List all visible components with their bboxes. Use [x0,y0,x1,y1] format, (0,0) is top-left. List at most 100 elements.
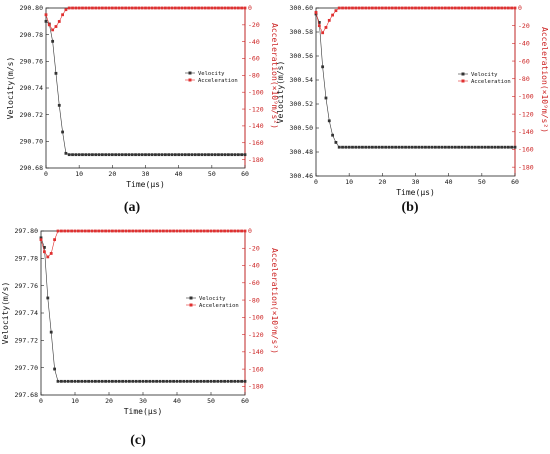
data-point-acceleration [167,6,171,10]
data-point-velocity [483,145,487,149]
data-point-acceleration [506,6,510,10]
data-point-acceleration [213,229,216,233]
data-point-velocity [457,145,461,149]
data-point-acceleration [243,6,247,10]
data-point-acceleration [81,6,84,10]
data-point-acceleration [240,6,244,10]
data-point-velocity [64,151,68,155]
data-point-velocity [167,153,171,157]
data-point-acceleration [490,6,494,10]
data-point-velocity [387,145,391,149]
data-point-acceleration [160,6,164,10]
data-point-velocity [327,119,331,123]
data-point-acceleration [164,6,167,10]
data-point-velocity [213,153,217,157]
data-point-acceleration [230,6,234,10]
data-point-acceleration [400,6,404,10]
data-point-velocity [44,19,48,23]
x-axis-label: Time(μs) [396,188,435,197]
data-point-velocity [351,145,354,149]
data-point-acceleration [443,6,447,10]
data-point-velocity [450,145,454,149]
data-point-velocity [203,153,207,157]
data-point-acceleration [67,6,71,10]
data-point-acceleration [91,6,94,10]
data-point-acceleration [196,229,199,233]
data-point-acceleration [107,229,111,233]
data-point-velocity [61,130,64,134]
data-point-velocity [314,12,318,16]
data-point-velocity [233,153,237,157]
data-point-acceleration [77,6,81,10]
data-point-acceleration [314,11,318,14]
data-point-acceleration [83,229,87,233]
data-point-acceleration [39,238,43,242]
y-tick-label-right: -120 [518,110,534,118]
data-point-velocity [189,379,192,383]
data-point-acceleration [131,229,135,233]
data-point-velocity [200,153,204,157]
data-point-velocity [209,379,213,383]
data-point-velocity [173,153,177,157]
data-point-acceleration [148,229,152,233]
data-point-acceleration [203,6,207,10]
data-point-acceleration [450,6,454,10]
data-point-velocity [193,153,197,157]
x-tick-label: 20 [108,170,116,178]
data-point-acceleration [170,6,174,10]
data-point-velocity [227,153,230,157]
y-tick-label-right: -140 [518,128,534,136]
data-point-velocity [187,153,191,157]
data-point-velocity [148,379,152,383]
data-point-velocity [497,145,500,149]
y-tick-label-left: 297.80 [15,227,39,235]
data-point-velocity [160,153,164,157]
data-point-velocity [74,153,78,157]
data-point-velocity [341,145,344,149]
data-point-velocity [493,145,497,149]
data-point-acceleration [111,229,114,233]
data-point-velocity [331,133,334,137]
y-tick-label-right: -100 [518,93,534,101]
data-point-velocity [114,153,118,157]
data-point-acceleration [341,6,344,10]
data-point-velocity [117,379,121,383]
data-point-velocity [240,379,243,383]
data-point-acceleration [180,6,184,10]
data-point-velocity [185,379,189,383]
data-point-acceleration [210,6,214,10]
data-point-acceleration [427,6,431,10]
x-tick-label: 50 [208,170,216,178]
data-point-acceleration [70,229,73,233]
data-point-acceleration [374,6,378,10]
data-point-acceleration [337,6,341,10]
data-point-velocity [216,379,220,383]
y-tick-label-left: 290.72 [20,111,44,119]
data-point-velocity [83,379,87,383]
data-point-acceleration [94,6,98,10]
x-tick-label: 0 [314,178,318,186]
x-tick-label: 10 [71,397,79,405]
data-point-velocity [447,145,451,149]
x-tick-label: 10 [75,170,83,178]
data-point-velocity [230,379,233,383]
data-point-acceleration [230,229,233,233]
data-point-velocity [151,379,155,383]
data-point-velocity [470,145,474,149]
x-axis-label: Time(μs) [126,180,165,189]
data-point-acceleration [503,6,507,10]
y-tick-label-right: -40 [248,38,260,46]
data-point-velocity [157,153,161,157]
data-point-acceleration [217,6,220,10]
data-point-acceleration [480,6,484,10]
data-point-acceleration [104,229,107,233]
data-point-velocity [377,145,381,149]
data-point-acceleration [134,6,137,10]
legend-swatch-marker [189,303,193,307]
data-point-velocity [63,379,67,383]
data-point-velocity [134,379,138,383]
data-point-velocity [114,379,118,383]
y-tick-label-right: -60 [248,55,260,63]
y-tick-label-left: 290.68 [20,164,44,172]
data-point-velocity [53,367,56,371]
